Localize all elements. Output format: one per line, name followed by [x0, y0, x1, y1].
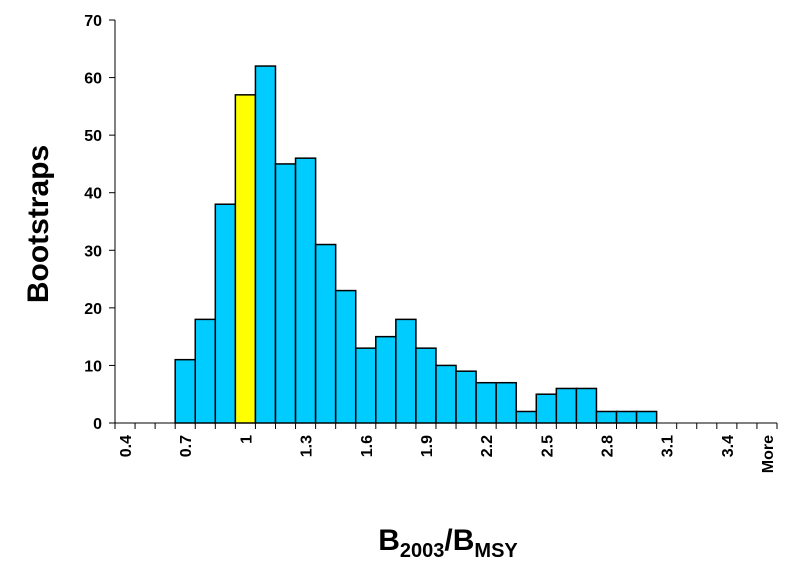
x-axis-title-sub1: 2003: [400, 540, 445, 561]
bars: [174, 65, 658, 424]
x-tick-label: 0.7: [178, 435, 195, 457]
x-tick-label: 1.9: [419, 435, 436, 457]
histogram-bar: [575, 387, 598, 424]
histogram-bar: [314, 243, 337, 424]
x-axis-title-slash: /B: [444, 524, 474, 557]
y-tick-label: 50: [84, 128, 102, 145]
x-tick-label: 2.8: [599, 435, 616, 457]
x-tick-label: 3.1: [660, 435, 677, 457]
histogram-bar: [515, 410, 538, 424]
histogram-bar: [535, 393, 558, 424]
y-tick-label: 40: [84, 186, 102, 203]
x-axis-title-sub2: MSY: [474, 540, 518, 561]
histogram-bar: [615, 410, 638, 424]
x-axis: 0.4 0.7 1 1.3 1.6 1.9 2.2 2.5 2.8 3.1 3.4 More: [114, 422, 778, 473]
histogram-bar: [274, 163, 297, 424]
histogram-bar: [234, 94, 257, 424]
y-tick-label: 20: [84, 301, 102, 318]
histogram-bar: [455, 370, 477, 424]
histogram-bar: [214, 203, 237, 424]
x-tick-label: 1.6: [359, 435, 376, 457]
histogram-bar: [354, 347, 377, 424]
histogram-bar: [635, 410, 658, 424]
x-tick-label: 0.4: [118, 435, 135, 457]
histogram-bar: [375, 335, 397, 424]
histogram-bar: [194, 318, 217, 424]
histogram-bar: [334, 289, 357, 424]
y-tick-label: 60: [84, 71, 102, 88]
y-tick-label: 10: [84, 358, 102, 375]
x-tick-label: 3.4: [720, 435, 737, 457]
histogram-bar: [595, 410, 618, 424]
x-tick-label: 1.3: [299, 435, 316, 457]
histogram-bar: [254, 65, 277, 424]
histogram-bar: [174, 358, 196, 424]
y-axis: 0 10 20 30 40 50 60 70: [84, 13, 116, 433]
y-tick-label: 70: [84, 13, 102, 30]
x-axis-title-base: B: [378, 524, 400, 557]
x-tick-label: 1: [238, 435, 255, 444]
y-axis-title: Bootstraps: [22, 145, 55, 303]
x-tick-label: More: [760, 435, 777, 473]
histogram-bar: [495, 381, 517, 424]
histogram-bar: [435, 364, 457, 424]
x-tick-label: 2.2: [479, 435, 496, 457]
histogram-bar: [415, 347, 437, 424]
x-axis-title: B2003/BMSY: [378, 524, 518, 561]
histogram-bar: [475, 381, 497, 424]
histogram-bar: [395, 318, 417, 424]
histogram-bar: [294, 157, 317, 424]
y-tick-label: 30: [84, 243, 102, 260]
y-tick-label: 0: [93, 416, 102, 433]
x-tick-label: 2.5: [539, 435, 556, 457]
histogram-bar: [555, 387, 578, 424]
